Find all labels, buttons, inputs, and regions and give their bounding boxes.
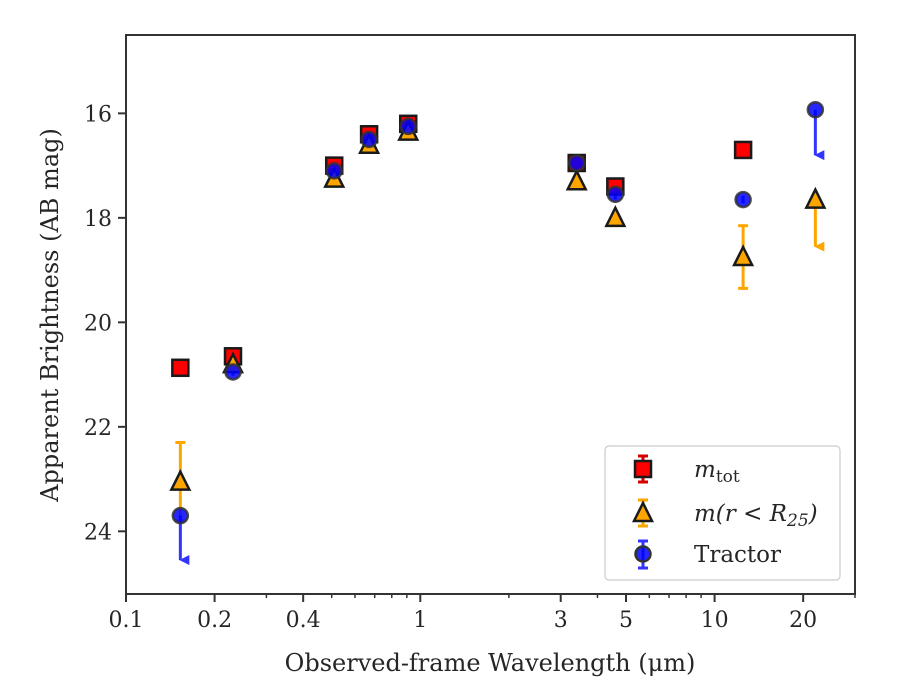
legend-frame (604, 445, 841, 581)
legend: mtot m(r < R25) Tractor (604, 445, 841, 581)
triangle-point (169, 468, 192, 491)
axis-ticks: 0.1 0.2 0.4 1 3 5 10 20 16 18 20 22 24 (84, 102, 856, 633)
x-tick-label: 3 (554, 608, 568, 633)
square-point (733, 140, 753, 160)
legend-label-mr25-sub: 25 (786, 511, 809, 531)
square-point (171, 358, 190, 378)
x-tick-label: 0.1 (109, 608, 144, 633)
x-tick-label: 20 (789, 608, 817, 633)
circle-point (734, 190, 752, 209)
circle-point (567, 154, 586, 172)
y-axis-title: Apparent Brightness (AB mag) (36, 128, 64, 503)
legend-square-marker (633, 459, 653, 479)
circle-point (224, 363, 242, 381)
svg-text:m(r < R25): m(r < R25) (694, 501, 818, 531)
triangle-point (732, 244, 755, 267)
plot-frame (125, 34, 856, 595)
triangle-point (604, 205, 627, 228)
y-tick-label: 20 (84, 311, 112, 336)
legend-entry-mtot: mtot (633, 454, 740, 487)
legend-entry-mr25: m(r < R25) (631, 498, 818, 531)
legend-label-mr25-end: ) (808, 501, 818, 527)
x-axis-title: Observed-frame Wavelength (μm) (285, 649, 696, 677)
legend-circle-marker (634, 545, 652, 563)
y-tick-label: 16 (84, 102, 112, 127)
legend-label-mtot: m (694, 457, 716, 483)
x-tick-label: 0.4 (286, 608, 321, 633)
x-tick-label: 10 (701, 608, 729, 633)
legend-label-tractor: Tractor (694, 542, 781, 568)
x-tick-label: 1 (413, 608, 427, 633)
triangle-point (565, 168, 588, 191)
x-tick-label: 0.2 (197, 608, 232, 633)
circle-point (806, 100, 825, 119)
legend-label-mtot-sub: tot (716, 467, 740, 487)
circle-point (606, 185, 625, 204)
circle-point (360, 130, 378, 149)
circle-point (399, 117, 417, 136)
legend-label-mr25: m(r < R (694, 501, 787, 527)
circle-point (171, 506, 190, 525)
y-tick-label: 24 (84, 520, 112, 545)
data-points (169, 100, 827, 525)
y-tick-label: 22 (84, 416, 112, 441)
svg-text:mtot: mtot (694, 457, 740, 487)
legend-triangle-marker (631, 500, 655, 523)
circle-point (325, 162, 343, 180)
triangle-point (804, 186, 827, 209)
legend-entry-tractor: Tractor (634, 539, 781, 570)
x-tick-label: 5 (619, 608, 633, 633)
y-tick-label: 18 (84, 207, 112, 232)
